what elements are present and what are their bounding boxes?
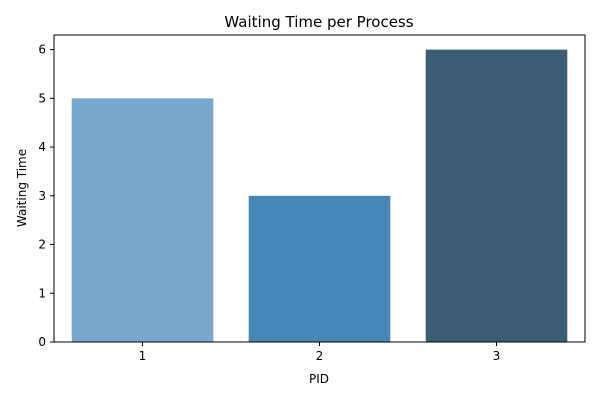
bar-pid-1 [71,98,214,342]
y-tick-label: 4 [38,140,46,154]
y-tick-label: 6 [38,43,46,57]
y-axis-ticks: 0 1 2 3 4 5 6 [38,43,54,349]
x-tick-label: 2 [316,349,324,363]
chart-title: Waiting Time per Process [224,13,413,31]
x-axis-ticks: 1 2 3 [139,342,501,363]
bar-pid-3 [425,49,568,342]
y-tick-label: 3 [38,189,46,203]
y-tick-label: 2 [38,238,46,252]
bar-pid-2 [248,195,391,342]
x-axis-label: PID [309,372,329,386]
y-tick-label: 5 [38,91,46,105]
y-axis-label: Waiting Time [15,149,29,227]
x-tick-label: 3 [493,349,501,363]
x-tick-label: 1 [139,349,147,363]
bar-layer [71,49,568,342]
y-tick-label: 0 [38,335,46,349]
plot-area-frame [53,34,586,343]
y-tick-label: 1 [38,286,46,300]
